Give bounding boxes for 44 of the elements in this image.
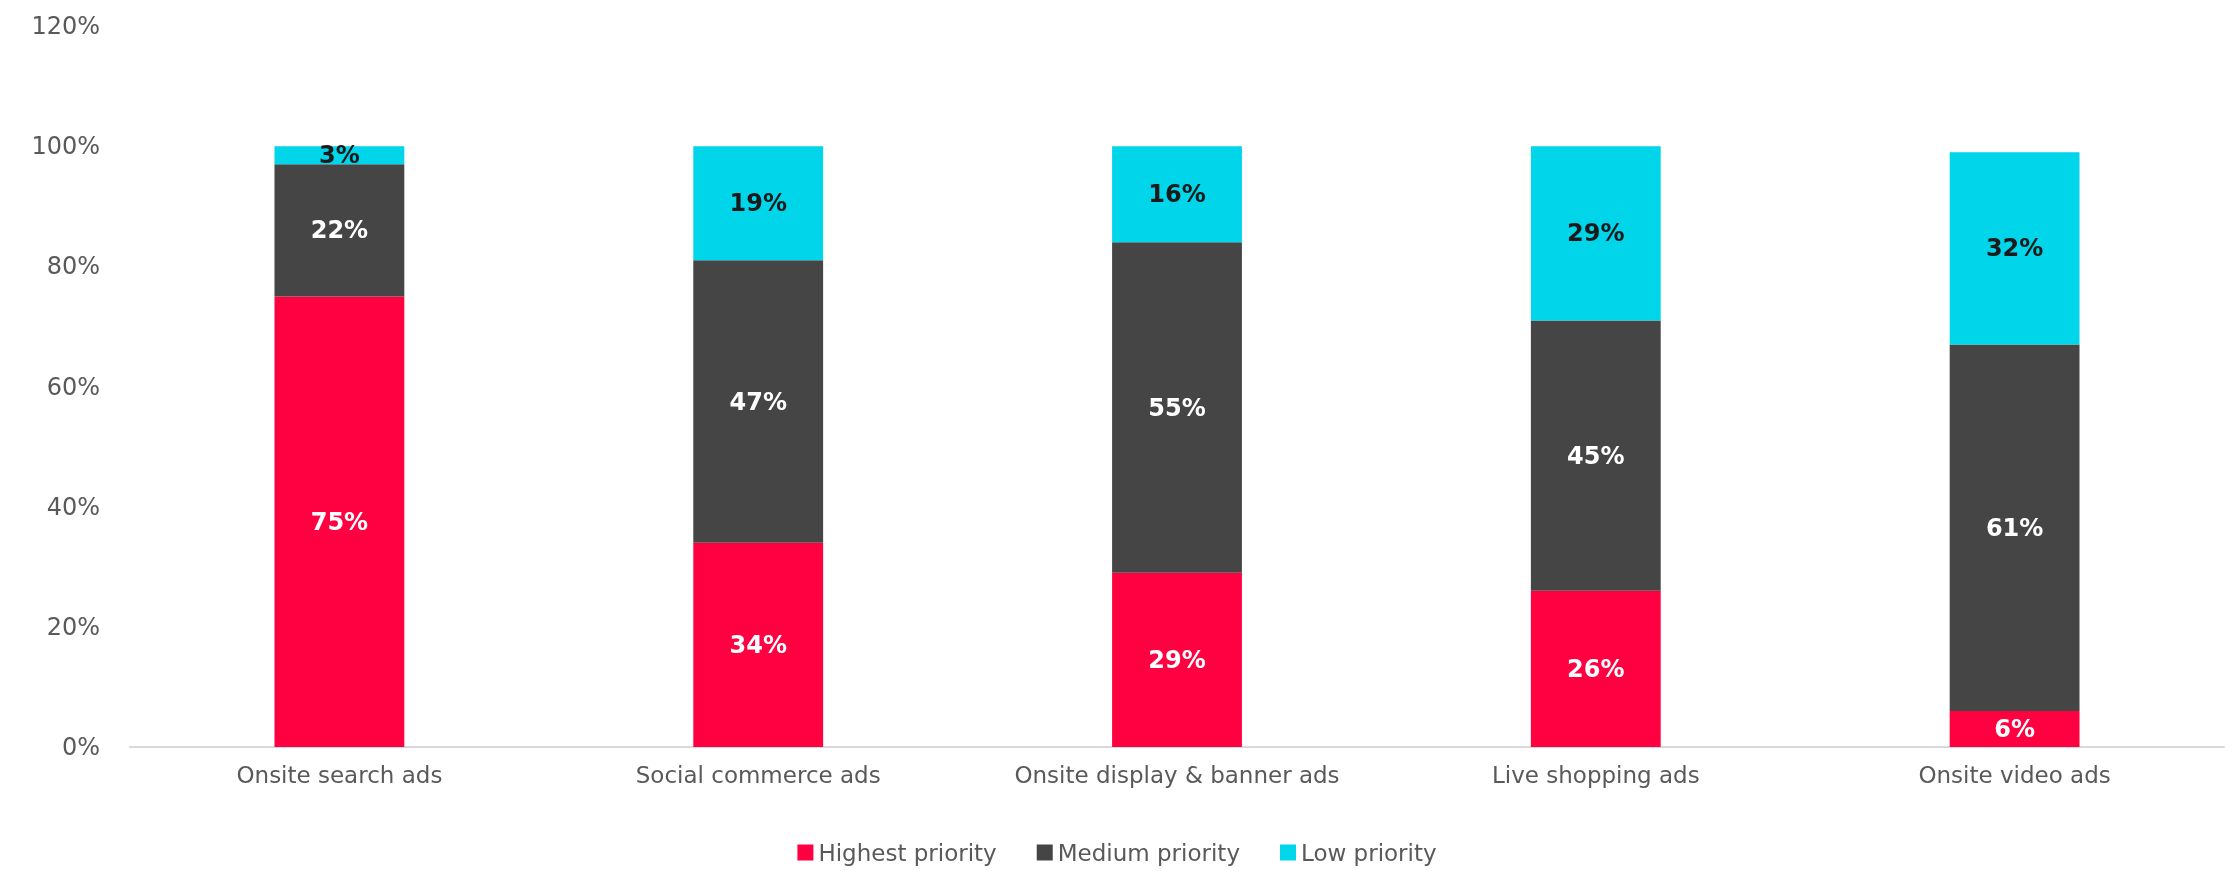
text: 16%: [1148, 180, 1206, 209]
bar: [1112, 146, 1242, 243]
text: 22%: [310, 216, 369, 245]
y-tick-label: 60%: [46, 372, 100, 401]
bar: [1112, 572, 1242, 747]
bar: [1530, 320, 1661, 591]
bar: [1530, 146, 1661, 321]
text: 61%: [1985, 513, 2044, 542]
text: 19%: [729, 189, 787, 218]
text: 3%: [319, 141, 360, 170]
legend-label: Low priority: [1301, 839, 1437, 866]
bar: [1949, 710, 2080, 747]
bar: [1530, 590, 1661, 747]
x-tick-label: Live shopping ads: [1491, 761, 1700, 788]
y-tick-label: 20%: [46, 612, 100, 641]
bar: [693, 542, 824, 747]
text: 34%: [729, 630, 787, 659]
bar: [1949, 152, 2080, 345]
x-tick-label: Onsite search ads: [236, 761, 443, 788]
legend-label: Highest priority: [818, 839, 997, 866]
text: 32%: [1985, 234, 2044, 263]
text: 55%: [1148, 393, 1206, 422]
x-tick-label: Onsite display & banner ads: [1014, 761, 1340, 788]
y-tick-label: 120%: [31, 12, 100, 40]
bar: [693, 146, 824, 261]
y-tick-label: 40%: [46, 492, 100, 521]
x-tick-label: Social commerce ads: [635, 761, 881, 788]
text: 45%: [1567, 441, 1625, 470]
legend-label: Medium priority: [1057, 839, 1241, 866]
bar: [274, 164, 405, 297]
text: 6%: [1994, 714, 2035, 743]
bar: [1949, 344, 2080, 711]
bar: [274, 296, 405, 747]
y-tick-label: 80%: [46, 252, 100, 281]
text: 47%: [729, 387, 787, 416]
y-tick-label: 0%: [61, 733, 100, 761]
text: 29%: [1567, 219, 1625, 248]
bar: [693, 260, 824, 543]
y-tick-label: 100%: [31, 132, 100, 161]
x-tick-label: Onsite video ads: [1918, 761, 2111, 788]
text: 29%: [1148, 645, 1206, 674]
text: 75%: [310, 507, 369, 536]
text: 26%: [1567, 654, 1625, 683]
bar: [1112, 242, 1242, 573]
